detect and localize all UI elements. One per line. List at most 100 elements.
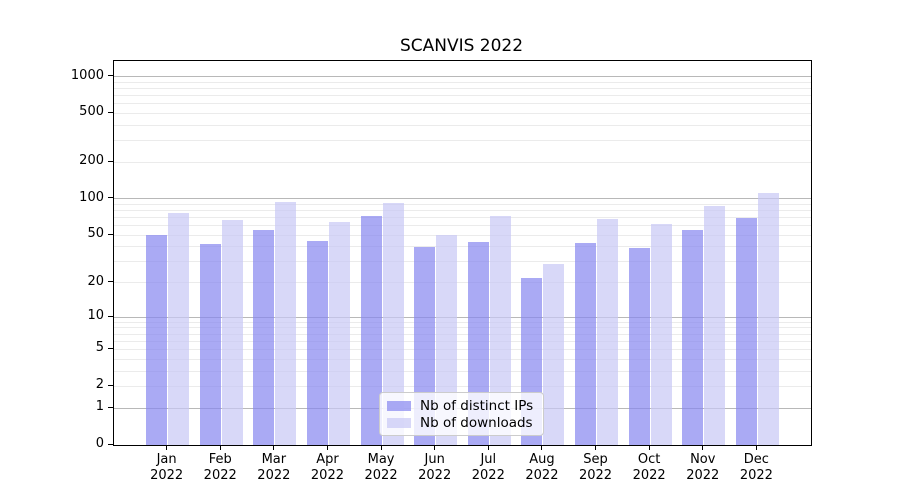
gridline-minor <box>114 261 811 263</box>
bar-downloads-dec <box>757 193 779 445</box>
gridline-minor <box>114 87 811 89</box>
x-tick-mark-jun <box>434 445 436 450</box>
x-tick-mark-mar <box>273 445 275 450</box>
y-tick-label-0: 0 <box>95 436 104 451</box>
x-tick-label-feb: Feb 2022 <box>203 452 237 483</box>
y-tick-mark-1000 <box>108 75 113 77</box>
gridline-minor <box>114 327 811 329</box>
bar-distinct-ips-nov <box>682 230 704 445</box>
y-tick-mark-2 <box>108 384 113 386</box>
x-tick-mark-dec <box>755 445 757 450</box>
y-tick-label-10: 10 <box>87 308 104 324</box>
gridline-major <box>114 316 811 318</box>
y-tick-mark-50 <box>108 233 113 235</box>
gridline-minor <box>114 282 811 284</box>
bar-distinct-ips-sep <box>575 243 597 445</box>
y-tick-label-500: 500 <box>79 104 104 120</box>
x-tick-mark-oct <box>648 445 650 450</box>
gridline-minor <box>114 385 811 387</box>
y-tick-label-100: 100 <box>79 189 104 205</box>
bar-downloads-nov <box>704 205 726 445</box>
y-tick-label-1000: 1000 <box>70 67 104 83</box>
gridline-major <box>114 76 811 78</box>
bar-downloads-feb <box>221 219 243 445</box>
gridline-minor <box>114 246 811 248</box>
gridline-major <box>114 198 811 200</box>
bar-distinct-ips-apr <box>306 240 328 445</box>
gridline-minor <box>114 333 811 335</box>
y-tick-label-1: 1 <box>95 399 104 415</box>
bar-downloads-apr <box>328 222 350 445</box>
gridline-minor <box>114 112 811 114</box>
bar-downloads-sep <box>597 219 619 445</box>
legend-label-downloads: Nb of downloads <box>420 414 533 431</box>
chart-title: SCANVIS 2022 <box>399 36 524 56</box>
x-tick-mark-jul <box>487 445 489 450</box>
y-tick-label-5: 5 <box>95 340 104 356</box>
x-tick-label-mar: Mar 2022 <box>257 452 291 483</box>
x-tick-label-apr: Apr 2022 <box>310 452 344 483</box>
gridline-minor <box>114 217 811 219</box>
gridline-minor <box>114 103 811 105</box>
bar-downloads-may <box>382 202 404 445</box>
x-tick-mark-nov <box>702 445 704 450</box>
gridline-minor <box>114 161 811 163</box>
x-tick-label-may: May 2022 <box>364 452 398 483</box>
bar-downloads-jul <box>489 216 511 445</box>
y-tick-mark-5 <box>108 347 113 349</box>
bar-distinct-ips-oct <box>628 248 650 445</box>
gridline-minor <box>114 203 811 205</box>
bar-downloads-aug <box>543 263 565 445</box>
x-tick-label-jun: Jun 2022 <box>418 452 452 483</box>
bar-downloads-jan <box>168 212 190 445</box>
bar-distinct-ips-feb <box>199 244 221 445</box>
y-tick-label-2: 2 <box>95 377 104 393</box>
legend-swatch-downloads <box>387 417 411 428</box>
legend-label-distinct-ips: Nb of distinct IPs <box>420 397 534 414</box>
legend-swatch-distinct-ips <box>387 400 411 411</box>
bar-downloads-mar <box>275 202 297 445</box>
x-tick-mark-jan <box>166 445 168 450</box>
legend-item-distinct-ips: Nb of distinct IPs <box>387 397 536 414</box>
y-tick-label-20: 20 <box>87 273 104 289</box>
y-tick-label-50: 50 <box>87 226 104 242</box>
x-tick-label-nov: Nov 2022 <box>686 452 720 483</box>
x-tick-label-jul: Jul 2022 <box>471 452 505 483</box>
gridline-minor <box>114 370 811 372</box>
y-tick-mark-500 <box>108 111 113 113</box>
x-tick-mark-feb <box>219 445 221 450</box>
plot-area <box>113 60 812 446</box>
y-tick-mark-200 <box>108 160 113 162</box>
gridline-minor <box>114 140 811 142</box>
x-tick-mark-sep <box>595 445 597 450</box>
gridline-minor <box>114 234 811 236</box>
x-tick-mark-apr <box>326 445 328 450</box>
legend-item-downloads: Nb of downloads <box>387 414 536 431</box>
gridline-minor <box>114 348 811 350</box>
y-tick-mark-10 <box>108 315 113 317</box>
y-tick-mark-100 <box>108 197 113 199</box>
gridline-minor <box>114 321 811 323</box>
x-tick-label-sep: Sep 2022 <box>578 452 613 483</box>
gridline-minor <box>114 358 811 360</box>
gridline-minor <box>114 124 811 126</box>
gridline-minor <box>114 225 811 227</box>
x-tick-label-aug: Aug 2022 <box>525 452 559 483</box>
gridline-minor <box>114 210 811 212</box>
bar-downloads-oct <box>650 224 672 445</box>
bar-distinct-ips-jan <box>146 235 168 445</box>
legend: Nb of distinct IPs Nb of downloads <box>379 392 544 436</box>
gridline-minor <box>114 340 811 342</box>
gridline-minor <box>114 95 811 97</box>
y-tick-mark-1 <box>108 406 113 408</box>
x-tick-mark-may <box>380 445 382 450</box>
x-tick-mark-aug <box>541 445 543 450</box>
gridline-minor <box>114 81 811 83</box>
bar-distinct-ips-dec <box>735 217 757 445</box>
bar-distinct-ips-may <box>360 216 382 445</box>
bar-distinct-ips-mar <box>253 230 275 445</box>
y-tick-mark-0 <box>108 443 113 445</box>
x-tick-label-oct: Oct 2022 <box>632 452 666 483</box>
y-tick-mark-20 <box>108 281 113 283</box>
